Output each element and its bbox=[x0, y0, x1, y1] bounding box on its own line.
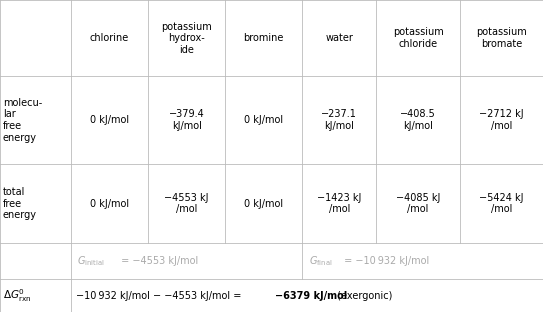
Text: 0 kJ/mol: 0 kJ/mol bbox=[90, 115, 129, 125]
Text: molecu-
lar
free
energy: molecu- lar free energy bbox=[3, 98, 42, 143]
Text: 0 kJ/mol: 0 kJ/mol bbox=[244, 115, 283, 125]
Text: potassium
bromate: potassium bromate bbox=[476, 27, 527, 49]
Text: $G_{\mathrm{final}}$: $G_{\mathrm{final}}$ bbox=[309, 254, 332, 268]
Text: $G_{\mathrm{initial}}$: $G_{\mathrm{initial}}$ bbox=[78, 254, 105, 268]
Text: = −4553 kJ/mol: = −4553 kJ/mol bbox=[118, 256, 198, 266]
Text: 0 kJ/mol: 0 kJ/mol bbox=[244, 198, 283, 209]
Text: total
free
energy: total free energy bbox=[3, 187, 37, 220]
Text: −2712 kJ
/mol: −2712 kJ /mol bbox=[479, 109, 523, 131]
Text: −10 932 kJ/mol − −4553 kJ/mol =: −10 932 kJ/mol − −4553 kJ/mol = bbox=[77, 290, 245, 301]
Text: (exergonic): (exergonic) bbox=[334, 290, 393, 301]
Text: water: water bbox=[325, 33, 353, 43]
Text: −379.4
kJ/mol: −379.4 kJ/mol bbox=[169, 109, 205, 131]
Text: $\Delta G^{0}_{\mathrm{rxn}}$: $\Delta G^{0}_{\mathrm{rxn}}$ bbox=[3, 287, 31, 304]
Text: chlorine: chlorine bbox=[90, 33, 129, 43]
Text: −237.1
kJ/mol: −237.1 kJ/mol bbox=[321, 109, 357, 131]
Text: = −10 932 kJ/mol: = −10 932 kJ/mol bbox=[342, 256, 430, 266]
Text: −4085 kJ
/mol: −4085 kJ /mol bbox=[396, 193, 440, 214]
Text: −4553 kJ
/mol: −4553 kJ /mol bbox=[165, 193, 209, 214]
Text: potassium
hydrox-
ide: potassium hydrox- ide bbox=[161, 22, 212, 55]
Text: −1423 kJ
/mol: −1423 kJ /mol bbox=[317, 193, 362, 214]
Text: −6379 kJ/mol: −6379 kJ/mol bbox=[275, 290, 347, 301]
Text: 0 kJ/mol: 0 kJ/mol bbox=[90, 198, 129, 209]
Text: potassium
chloride: potassium chloride bbox=[393, 27, 444, 49]
Text: −5424 kJ
/mol: −5424 kJ /mol bbox=[479, 193, 523, 214]
Text: −408.5
kJ/mol: −408.5 kJ/mol bbox=[400, 109, 436, 131]
Text: bromine: bromine bbox=[244, 33, 284, 43]
